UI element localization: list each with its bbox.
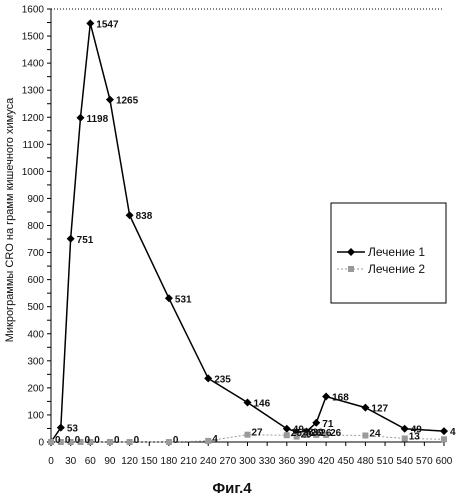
y-tick-label: 800 xyxy=(27,221,44,232)
series-2-data-label: 4 xyxy=(212,434,218,445)
series-1-point xyxy=(440,427,448,435)
y-tick-label: 1300 xyxy=(22,86,45,97)
series-2-point xyxy=(127,439,133,445)
series-1-point xyxy=(67,235,75,243)
y-tick-label: 1100 xyxy=(22,140,44,151)
x-tick-label: 570 xyxy=(416,456,433,467)
series-2-point xyxy=(107,439,113,445)
series-2-data-label: 0 xyxy=(65,435,71,446)
series-2-point xyxy=(402,435,408,441)
legend-label-series-1: Лечение 1 xyxy=(368,245,425,259)
y-tick-label: 0 xyxy=(38,438,44,449)
series-1-point xyxy=(86,19,94,27)
series-1-data-label: 838 xyxy=(136,211,153,222)
series-1-point xyxy=(283,425,291,433)
legend: Лечение 1 Лечение 2 xyxy=(331,203,446,303)
series-2-data-label: 0 xyxy=(55,435,61,446)
series-2-data-label: 0 xyxy=(114,435,120,446)
x-tick-label: 390 xyxy=(298,456,315,467)
series-2-point xyxy=(48,439,54,445)
series-1-data-label: 4 xyxy=(450,427,456,438)
series-1-data-label: 1198 xyxy=(86,114,108,125)
series-1-point xyxy=(401,425,409,433)
y-tick-label: 200 xyxy=(27,383,44,394)
series-1-point xyxy=(204,374,212,382)
x-tick-label: 120 xyxy=(121,456,138,467)
series-2-point xyxy=(245,432,251,438)
y-tick-label: 1600 xyxy=(22,5,45,16)
series-1-data-label: 235 xyxy=(214,374,231,385)
x-tick-label: 510 xyxy=(377,456,394,467)
series-2-data-label: 24 xyxy=(369,429,381,440)
series-2-data-label: 0 xyxy=(173,435,179,446)
series-2-point xyxy=(284,432,290,438)
y-axis-label: Микрограммы CRO на грамм кишечного химус… xyxy=(4,97,16,342)
x-tick-label: 30 xyxy=(65,456,77,467)
series-1-point xyxy=(165,294,173,302)
series-2-point xyxy=(362,433,368,439)
x-tick-label: 420 xyxy=(318,456,335,467)
y-ticks: 0 100 200 300 400 500 600 700 800 900 1000 1100 1200… xyxy=(22,5,51,449)
y-tick-label: 1000 xyxy=(22,167,45,178)
series-2-data-label: 13 xyxy=(409,431,421,442)
y-tick-label: 300 xyxy=(27,356,44,367)
x-tick-label: 450 xyxy=(337,456,354,467)
x-tick-label: 330 xyxy=(259,456,276,467)
x-tick-label: 270 xyxy=(220,456,237,467)
series-1-data-label: 1547 xyxy=(96,19,119,30)
series-2-point xyxy=(205,438,211,444)
series-1-point xyxy=(244,398,252,406)
legend-marker-series-2 xyxy=(348,266,354,272)
y-tick-label: 400 xyxy=(27,329,44,340)
series-1-data-label: 146 xyxy=(254,398,271,409)
x-tick-label: 60 xyxy=(85,456,97,467)
series-2-data-label: 27 xyxy=(252,428,264,439)
x-tick-label: 300 xyxy=(239,456,256,467)
x-tick-label: 600 xyxy=(436,456,453,467)
x-tick-label: 240 xyxy=(200,456,217,467)
series-2-point xyxy=(166,439,172,445)
series-2-data-label: 0 xyxy=(75,435,81,446)
series-1-data-label: 168 xyxy=(332,393,349,404)
y-tick-label: 1200 xyxy=(22,113,45,124)
series-1-point xyxy=(361,404,369,412)
series-1-point xyxy=(76,114,84,122)
x-tick-label: 210 xyxy=(180,456,197,467)
y-tick-label: 700 xyxy=(27,248,44,259)
series-2-point xyxy=(441,436,447,442)
series-1-data-label: 751 xyxy=(77,235,94,246)
y-tick-label: 1400 xyxy=(22,59,45,70)
y-tick-label: 500 xyxy=(27,302,44,313)
series-2-data-label: 0 xyxy=(84,435,90,446)
series-1-point xyxy=(322,393,330,401)
series-1-data-label: 531 xyxy=(175,294,192,305)
series-1-data-label: 1265 xyxy=(116,96,139,107)
y-tick-label: 600 xyxy=(27,275,44,286)
series-1-data-label: 53 xyxy=(67,424,79,435)
x-tick-label: 540 xyxy=(396,456,413,467)
x-tick-label: 360 xyxy=(278,456,295,467)
x-tick-label: 90 xyxy=(104,456,116,467)
x-tick-label: 0 xyxy=(48,456,54,467)
y-tick-label: 900 xyxy=(27,194,44,205)
x-tick-label: 480 xyxy=(357,456,374,467)
x-tick-label: 150 xyxy=(141,456,158,467)
series-1-point xyxy=(126,211,134,219)
x-tick-label: 180 xyxy=(161,456,178,467)
y-tick-label: 100 xyxy=(27,410,44,421)
legend-label-series-2: Лечение 2 xyxy=(368,262,425,276)
series-1-data-label: 127 xyxy=(371,404,388,415)
y-tick-label: 1500 xyxy=(22,32,45,43)
series-2-data-label: 0 xyxy=(94,435,100,446)
series-2-data-label: 0 xyxy=(134,435,140,446)
series-2-data-label: 26 xyxy=(330,428,342,439)
series-1-point xyxy=(106,96,114,104)
figure-caption: Фиг.4 xyxy=(212,480,252,497)
x-ticks: 0 30 60 90 120150180210240270300330360390420… xyxy=(48,442,453,467)
